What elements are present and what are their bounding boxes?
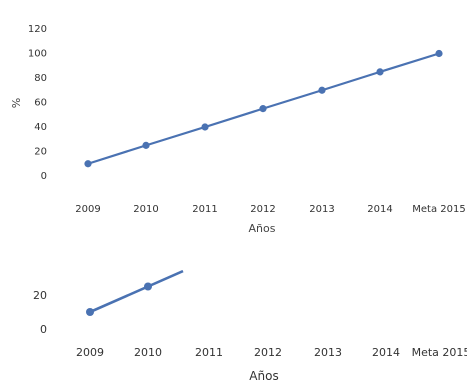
chart1-y-tick-label: 120 (28, 24, 47, 35)
chart1-x-axis-title: Años (249, 222, 276, 235)
chart2-x-tick-label: 2012 (254, 346, 282, 359)
chart2-x-tick-label: 2014 (372, 346, 400, 359)
chart1-data-point (201, 123, 209, 131)
chart1-x-tick-label: Meta 2015 (412, 204, 465, 215)
chart1-y-axis-title: % (10, 98, 23, 108)
chart1-y-tick-label: 0 (41, 171, 47, 182)
chart2-x-axis-title: Años (249, 369, 278, 382)
chart1-x-tick-label: 2009 (75, 204, 100, 215)
chart1-x-tick-label: 2012 (250, 204, 275, 215)
chart1-y-tick-label: 100 (28, 49, 47, 60)
chart1-y-tick-label: 80 (34, 73, 47, 84)
chart1-x-tick-label: 2013 (309, 204, 334, 215)
chart1-x-tick-label: 2014 (367, 204, 392, 215)
chart2-series-line (89, 270, 184, 314)
chart2-y-tick-label: 20 (33, 289, 47, 302)
chart1-x-tick-label: 2011 (192, 204, 217, 215)
chart2-x-tick-label: 2009 (76, 346, 104, 359)
chart2-x-tick-label: 2013 (314, 346, 342, 359)
chart2-data-point (144, 282, 152, 291)
chart1-data-point (84, 160, 92, 168)
main-line-chart: 0 20 40 60 80 100 120 2009 2010 2011 2012 2013 2014 M… (28, 24, 466, 215)
chart1-data-point (142, 141, 150, 149)
chart2-x-tick-label: Meta 2015 (412, 346, 467, 359)
chart2-x-tick-label: 2011 (195, 346, 223, 359)
chart1-data-point (318, 86, 326, 94)
chart1-data-point (435, 49, 443, 58)
chart1-y-tick-label: 20 (34, 147, 47, 158)
chart1-data-point (259, 105, 267, 113)
chart1-data-point (376, 68, 384, 76)
chart2-data-point (86, 308, 94, 316)
chart2-x-tick-label: 2010 (134, 346, 162, 359)
chart1-x-tick-label: 2010 (133, 204, 158, 215)
chart2-y-tick-label: 0 (40, 323, 47, 336)
chart1-y-tick-label: 60 (34, 98, 47, 109)
cropped-line-chart: 0 20 2009 2010 2011 2012 2013 2014 Meta 2015 (33, 270, 467, 359)
chart1-y-tick-label: 40 (34, 122, 47, 133)
